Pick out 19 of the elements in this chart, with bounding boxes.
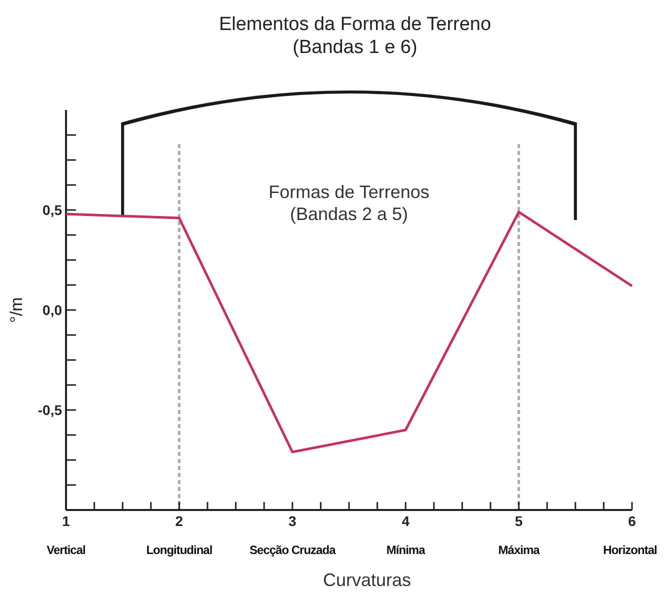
text: Secção Cruzada	[250, 543, 336, 557]
x-tick-label: 5	[514, 513, 523, 529]
y-tick-label: -0,5	[38, 402, 62, 418]
annotation: Formas de Terrenos (Bandas 2 a 5)	[268, 182, 430, 224]
y-tick-label: 0,0	[42, 302, 62, 318]
x-tick-label: 2	[175, 513, 184, 529]
y-axis-title: °/m	[7, 297, 26, 323]
x-tick-label: 6	[628, 513, 636, 529]
x-tick-label: 3	[288, 513, 296, 529]
text: Vertical	[46, 543, 86, 557]
text: Máxima	[498, 543, 540, 557]
text: Mínima	[386, 543, 426, 557]
x-axis-title: Curvaturas	[322, 570, 412, 590]
x-tick-label: 1	[62, 513, 70, 529]
text: Longitudinal	[146, 543, 212, 557]
x-tick-label: 4	[402, 513, 410, 529]
text: Horizontal	[603, 543, 657, 557]
chart-title: Elementos da Forma de Terreno (Bandas 1 e 6)	[218, 14, 492, 58]
y-tick-label: 0,5	[42, 202, 62, 218]
